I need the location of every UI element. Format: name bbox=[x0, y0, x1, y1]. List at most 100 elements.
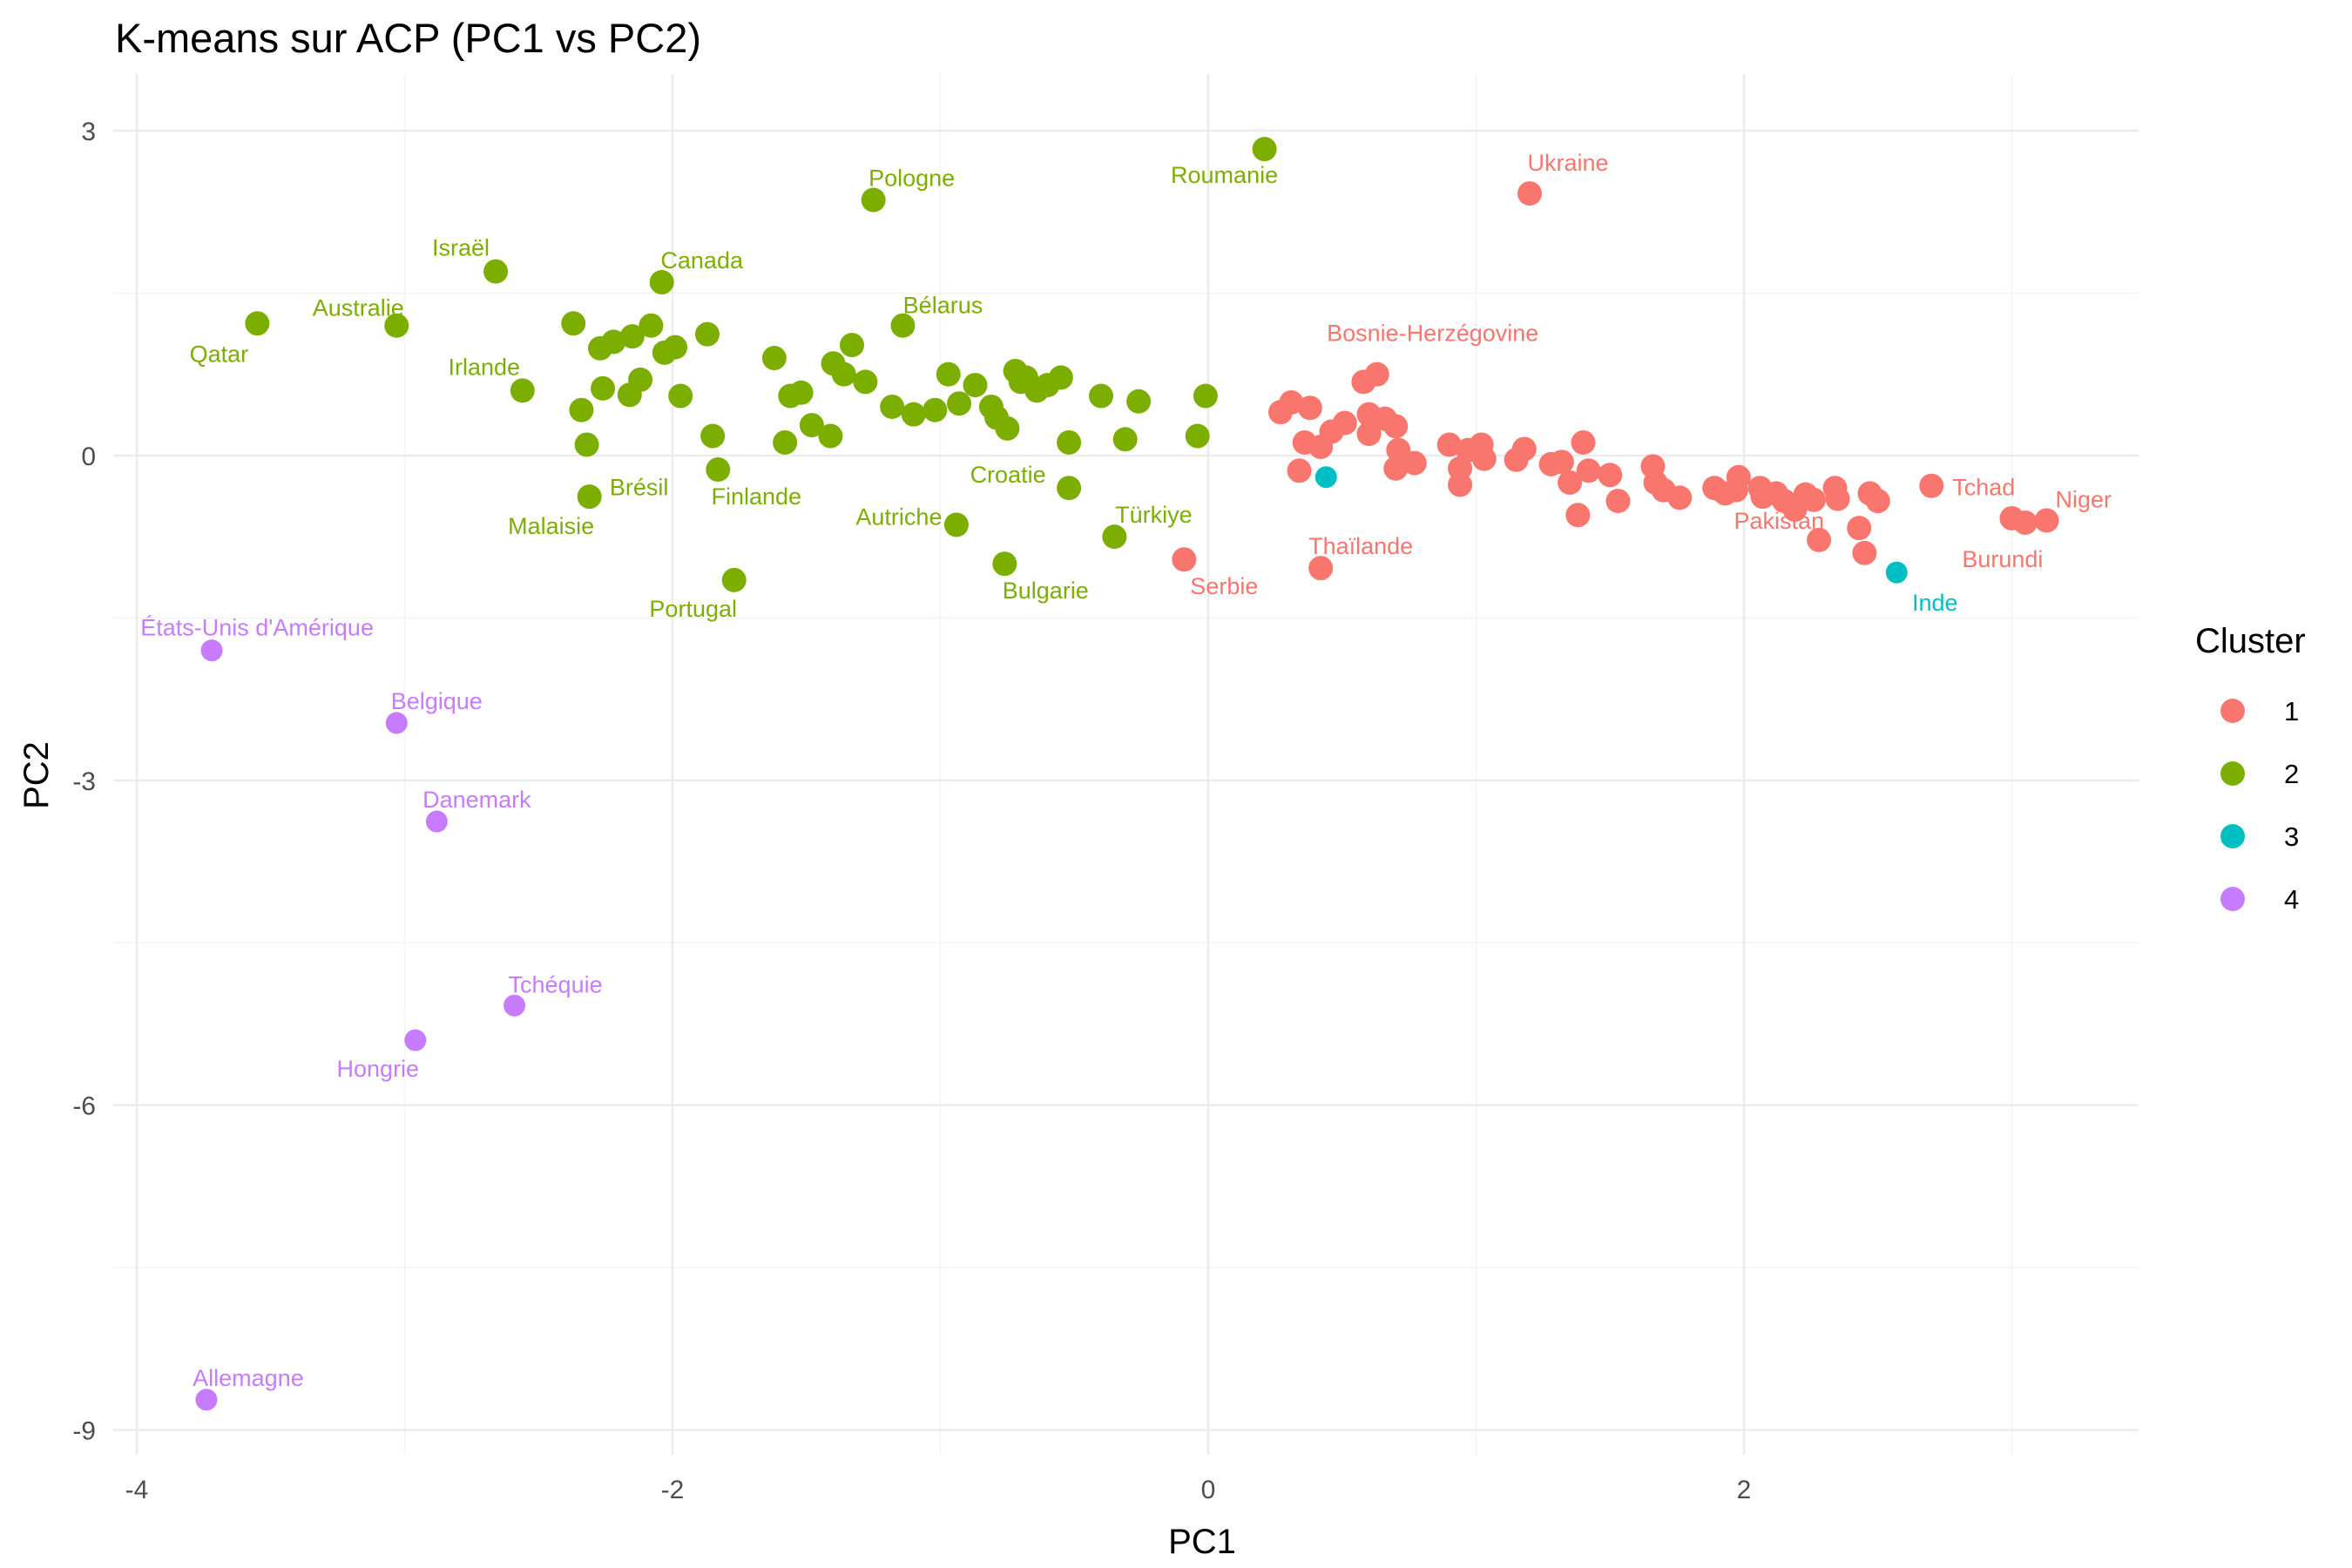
point-cluster-1 bbox=[1402, 450, 1427, 476]
point-label: Portugal bbox=[649, 596, 737, 622]
point-cluster-2 bbox=[483, 259, 509, 284]
point-cluster-1 bbox=[1919, 473, 1944, 498]
point-cluster-1 bbox=[1511, 436, 1537, 462]
point-label: Pakistan bbox=[1734, 508, 1825, 534]
legend-label: 1 bbox=[2284, 696, 2299, 727]
legend-key-4 bbox=[2220, 887, 2245, 911]
major-gridlines bbox=[113, 74, 2139, 1455]
point-cluster-2 bbox=[901, 402, 926, 427]
y-tick-label: -3 bbox=[72, 767, 96, 796]
point-cluster-2 bbox=[861, 187, 886, 213]
point-cluster-4 bbox=[425, 810, 448, 833]
point-cluster-2 bbox=[601, 329, 626, 355]
point-cluster-4 bbox=[195, 1389, 218, 1411]
point-cluster-2 bbox=[694, 321, 720, 347]
point-cluster-1 bbox=[1332, 410, 1357, 436]
point-cluster-1 bbox=[1297, 395, 1322, 421]
point-cluster-1 bbox=[1723, 477, 1748, 503]
point-cluster-1 bbox=[1847, 516, 1872, 541]
point-cluster-2 bbox=[995, 416, 1020, 441]
point-cluster-1 bbox=[1807, 527, 1832, 552]
point-cluster-1 bbox=[1565, 503, 1591, 528]
point-cluster-1 bbox=[1801, 487, 1826, 512]
point-cluster-1 bbox=[1448, 472, 1473, 497]
point-cluster-1 bbox=[1576, 458, 1601, 483]
point-cluster-1 bbox=[1865, 489, 1890, 514]
point-cluster-2 bbox=[668, 383, 693, 409]
point-label: Tchéquie bbox=[509, 971, 603, 997]
point-cluster-1 bbox=[1549, 449, 1574, 475]
point-cluster-1 bbox=[2034, 508, 2059, 533]
point-label: Belgique bbox=[391, 688, 483, 714]
point-cluster-1 bbox=[1308, 556, 1334, 581]
point-cluster-2 bbox=[1185, 423, 1210, 449]
x-tick-label: 0 bbox=[1201, 1476, 1216, 1504]
point-cluster-2 bbox=[788, 380, 814, 405]
point-cluster-3 bbox=[1315, 466, 1337, 489]
legend: Cluster 1 2 3 4 bbox=[2195, 622, 2306, 915]
point-cluster-2 bbox=[831, 362, 856, 387]
point-label: Bulgarie bbox=[1003, 578, 1089, 604]
legend-label: 2 bbox=[2284, 759, 2299, 789]
legend-key-2 bbox=[2220, 761, 2245, 786]
point-cluster-4 bbox=[404, 1029, 427, 1051]
point-cluster-2 bbox=[649, 270, 674, 295]
point-label: Tchad bbox=[1952, 475, 2015, 501]
point-label: Qatar bbox=[190, 341, 249, 367]
y-axis-ticks: 3 0 -3 -6 -9 bbox=[72, 118, 96, 1446]
y-tick-label: -6 bbox=[72, 1092, 96, 1121]
point-label: Malaisie bbox=[508, 513, 594, 539]
point-label: Bosnie-Herzégovine bbox=[1327, 321, 1538, 347]
point-cluster-2 bbox=[591, 375, 616, 401]
point-cluster-2 bbox=[510, 378, 535, 403]
point-cluster-2 bbox=[619, 324, 645, 349]
point-cluster-1 bbox=[1558, 470, 1583, 495]
point-cluster-2 bbox=[1057, 429, 1082, 455]
point-label: Danemark bbox=[422, 787, 531, 813]
point-label: Ukraine bbox=[1527, 150, 1608, 176]
point-cluster-1 bbox=[1605, 489, 1631, 514]
point-cluster-1 bbox=[1436, 432, 1462, 457]
point-label: Serbie bbox=[1190, 573, 1258, 599]
point-cluster-2 bbox=[890, 313, 916, 338]
point-cluster-1 bbox=[1383, 456, 1409, 481]
point-cluster-4 bbox=[200, 639, 223, 662]
point-label: Roumanie bbox=[1171, 162, 1278, 188]
point-cluster-1 bbox=[1351, 369, 1376, 395]
point-cluster-1 bbox=[1825, 486, 1850, 511]
point-label: Canada bbox=[660, 247, 744, 274]
point-cluster-2 bbox=[663, 335, 688, 360]
point-cluster-2 bbox=[574, 432, 599, 457]
point-label: Allemagne bbox=[193, 1365, 304, 1391]
legend-key-3 bbox=[2220, 824, 2245, 848]
point-cluster-2 bbox=[1126, 389, 1152, 414]
legend-label: 4 bbox=[2284, 884, 2299, 915]
point-label: Pologne bbox=[868, 166, 955, 192]
y-axis-title: PC2 bbox=[17, 741, 56, 809]
point-label: Türkiye bbox=[1115, 502, 1193, 528]
point-cluster-2 bbox=[992, 551, 1017, 577]
x-axis-ticks: -4 -2 0 2 bbox=[125, 1476, 1752, 1504]
point-cluster-2 bbox=[1112, 427, 1138, 452]
point-cluster-2 bbox=[721, 567, 747, 592]
point-cluster-1 bbox=[1471, 446, 1497, 471]
point-cluster-1 bbox=[1517, 181, 1542, 206]
point-cluster-2 bbox=[561, 311, 586, 336]
point-cluster-2 bbox=[773, 429, 798, 455]
point-cluster-2 bbox=[1252, 137, 1277, 162]
point-cluster-2 bbox=[936, 362, 961, 387]
x-axis-title: PC1 bbox=[1168, 1523, 1236, 1561]
point-cluster-1 bbox=[1598, 463, 1623, 488]
point-cluster-2 bbox=[245, 311, 270, 336]
y-tick-label: 3 bbox=[81, 118, 96, 146]
point-cluster-1 bbox=[1383, 414, 1409, 439]
point-cluster-2 bbox=[761, 346, 787, 371]
point-cluster-2 bbox=[923, 397, 948, 422]
x-tick-label: 2 bbox=[1737, 1476, 1752, 1504]
point-cluster-2 bbox=[799, 413, 824, 438]
point-cluster-2 bbox=[569, 397, 594, 422]
point-label: Niger bbox=[2055, 486, 2112, 512]
point-cluster-2 bbox=[384, 313, 409, 338]
point-cluster-2 bbox=[577, 484, 602, 510]
